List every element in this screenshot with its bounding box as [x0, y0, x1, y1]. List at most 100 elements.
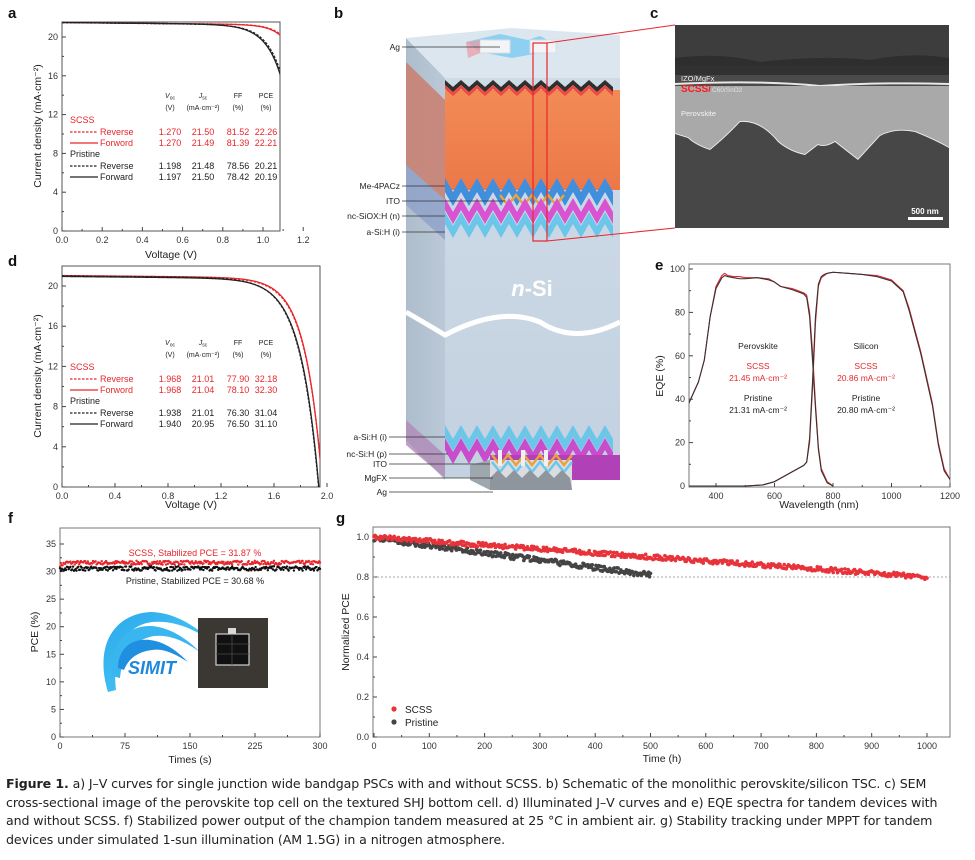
pce-point-pristine: [132, 569, 136, 572]
x-tick-label: 0.4: [109, 491, 122, 501]
pce-point-pristine: [300, 567, 303, 571]
pce-point-pristine: [318, 567, 322, 571]
stability-point-scss: [613, 554, 617, 559]
table-header: Voc: [165, 93, 175, 102]
pce-point-scss: [304, 562, 307, 565]
simit-logo-text: SIMIT: [128, 658, 178, 678]
pce-point-pristine: [59, 569, 63, 572]
pce-point-pristine: [84, 569, 87, 572]
ito-layer-rear: [491, 452, 573, 468]
caption-line-2: cross-sectional image of the perovskite …: [6, 794, 938, 810]
stability-point-scss: [750, 560, 755, 564]
y-tick-label: 0.6: [356, 612, 369, 622]
legend-marker-scss: [391, 706, 397, 712]
pce-point-pristine: [189, 568, 192, 571]
table-value: 81.52: [227, 127, 250, 137]
y-tick-label: 10: [46, 677, 56, 687]
x-tick-label: 600: [698, 741, 713, 751]
pce-point-pristine: [75, 569, 78, 572]
stability-point-pristine: [595, 566, 600, 571]
points-g: [372, 533, 929, 582]
me-4pacz-layer: [445, 178, 613, 206]
pce-point-pristine: [315, 565, 318, 569]
pce-point-scss: [180, 562, 183, 566]
pce-point-pristine: [285, 565, 289, 568]
pce-point-pristine: [86, 566, 90, 569]
pce-point-pristine: [71, 565, 75, 568]
x-tick-label: 1.2: [215, 491, 228, 501]
eqe-curve-silicon-scss: [689, 271, 950, 487]
panel-g: g 0 100 200 300 400 500 600 700 800 900 1000 0.0 0.2…: [336, 510, 951, 765]
stability-point-pristine: [491, 554, 496, 558]
stability-point-scss: [885, 574, 890, 579]
eqe-annotation: 21.31 mA·cm⁻²: [729, 405, 787, 415]
pce-point-scss: [90, 562, 94, 565]
pce-point-scss: [206, 559, 210, 563]
stability-point-pristine: [590, 563, 595, 567]
pce-point-scss: [222, 560, 225, 563]
pce-point-scss: [297, 559, 301, 563]
n-si-label: n-Si: [511, 276, 553, 301]
pce-point-scss: [156, 560, 159, 563]
x-tick-label: 75: [120, 741, 130, 751]
legend-label-pristine: Pristine: [405, 718, 439, 729]
table-value: 1.270: [159, 127, 182, 137]
device-active-area: [215, 633, 250, 666]
pce-point-scss: [299, 561, 303, 564]
layer-label-bottom-1: nc-Si:H (p): [346, 449, 387, 459]
table-value: 20.95: [192, 419, 215, 429]
stability-point-scss: [447, 539, 452, 543]
table-group-scss: SCSS: [70, 115, 95, 125]
pce-point-pristine: [177, 568, 181, 572]
eqe-curve-silicon-pristine: [689, 271, 950, 487]
pce-point-pristine: [308, 566, 311, 570]
pce-point-pristine: [275, 568, 278, 571]
ag-edge: [466, 40, 480, 58]
stability-point-pristine: [589, 565, 594, 570]
eqe-annotation: SCSS: [746, 361, 769, 371]
table-value: 21.50: [192, 127, 215, 137]
plot-frame-e: [688, 263, 951, 488]
y-tick-label: 0: [53, 226, 58, 236]
curves-a: [62, 22, 280, 77]
pce-point-scss: [216, 562, 219, 566]
pce-point-scss: [311, 563, 315, 566]
panel-label-a: a: [8, 5, 17, 22]
y-tick-label: 20: [675, 438, 685, 448]
pce-point-scss: [64, 562, 67, 566]
table-header: PCE: [259, 340, 274, 347]
rear-side-face: [406, 420, 445, 478]
x-tick-label: 800: [809, 741, 824, 751]
stability-point-pristine: [527, 554, 532, 559]
caption-lead: Figure 1.: [6, 776, 69, 791]
table-value: 21.49: [192, 138, 215, 148]
y-tick-label: 40: [675, 394, 685, 404]
stability-point-pristine: [473, 552, 478, 556]
layer-label-top-0: Ag: [390, 42, 401, 52]
pce-point-pristine: [121, 566, 124, 569]
pce-point-scss: [178, 563, 182, 566]
table-header: Voc: [165, 340, 175, 349]
x-axis-label-e: Wavelength (nm): [779, 499, 859, 511]
pce-point-scss: [247, 559, 250, 563]
pce-point-scss: [261, 559, 264, 563]
x-tick-label: 1000: [917, 741, 937, 751]
y-tick-label: 12: [48, 361, 58, 371]
pce-point-pristine: [165, 566, 169, 570]
stability-point-scss: [724, 558, 729, 563]
stability-point-pristine: [594, 563, 598, 568]
stability-point-scss: [691, 560, 696, 565]
pce-point-pristine: [266, 569, 270, 572]
y-tick-label: 12: [48, 110, 58, 120]
y-tick-label: 0.2: [356, 692, 369, 702]
x-tick-label: 700: [754, 741, 769, 751]
stability-point-pristine: [614, 569, 619, 574]
panel-label-d: d: [8, 253, 17, 270]
points-f: [58, 559, 322, 572]
pce-point-pristine: [304, 568, 308, 571]
table-value: 1.968: [159, 374, 182, 384]
pce-point-scss: [183, 563, 186, 566]
rear-finger-3: [544, 450, 548, 466]
pce-point-scss: [155, 562, 158, 565]
pce-point-scss: [245, 563, 249, 566]
